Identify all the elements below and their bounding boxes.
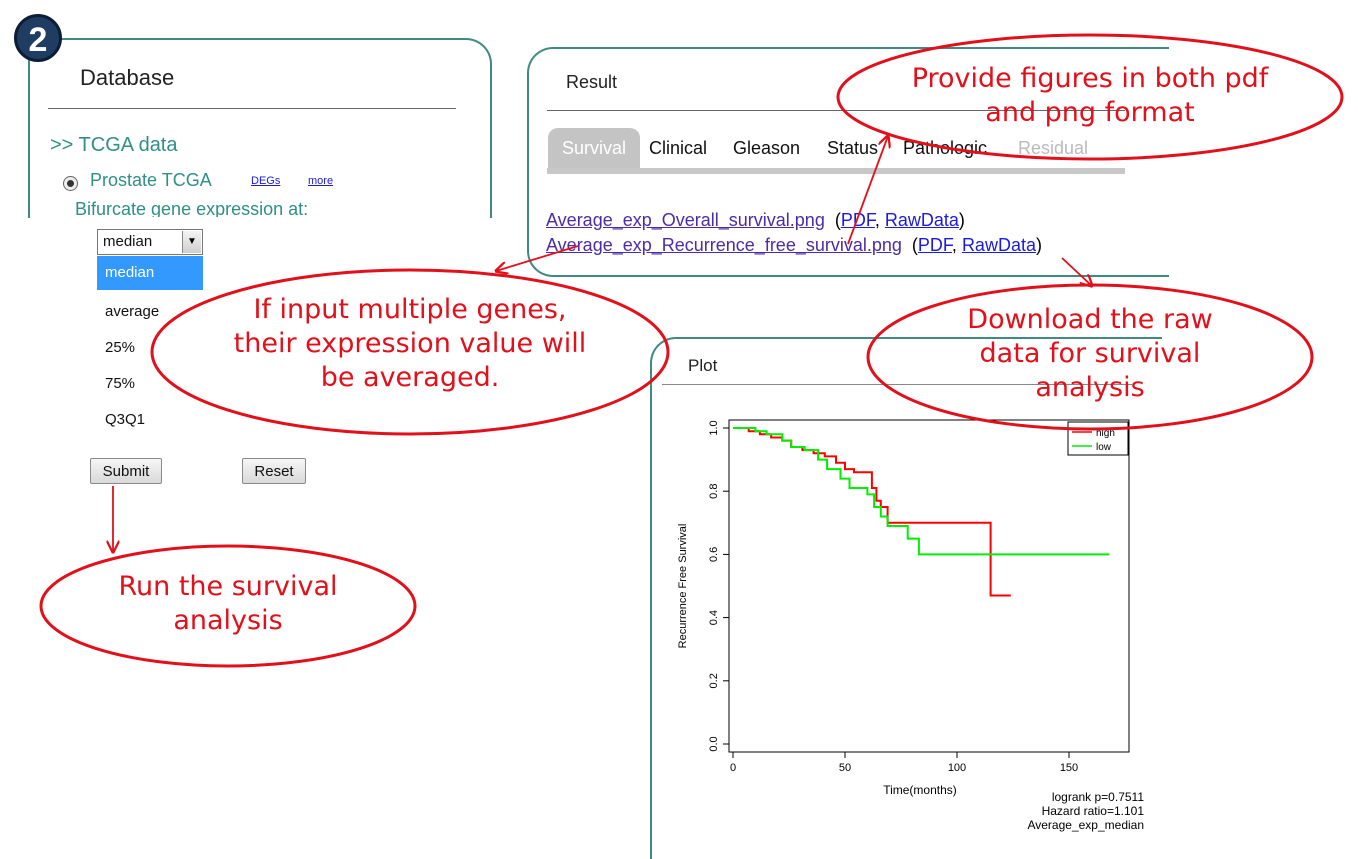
x-tick-label: 150 [1060,762,1078,774]
tab-survival-label: Survival [561,138,627,158]
legend-high-label: high [1096,428,1115,439]
legend: high low [1067,421,1129,456]
submit-button[interactable]: Submit [90,458,162,484]
y-axis-label: Recurrence Free Survival [677,524,689,649]
plot-frame [728,419,1130,753]
y-tick-label: 0.6 [708,547,720,562]
y-tick-label: 0.0 [708,736,720,751]
y-tick-label: 0.4 [708,610,720,625]
tab-clinical[interactable]: Clinical [649,138,708,158]
chevron-down-icon[interactable]: ▼ [182,231,201,253]
bifurcate-label: Bifurcate gene expression at: [75,199,309,217]
dropdown-option-75[interactable]: 75% [105,375,136,392]
file-row-overall: Average_exp_Overall_survival.png (PDF, R… [546,210,965,231]
paren-close: ) [1035,235,1042,255]
y-tick-label: 0.2 [708,673,720,688]
paren-close: ) [958,210,965,230]
database-panel [28,38,492,218]
reset-button[interactable]: Reset [242,458,306,484]
tab-survival[interactable]: Survival [548,128,640,168]
multi-gene-callout-text: If input multiple genes, their expressio… [233,294,587,393]
bifurcate-select-value: median [103,233,153,250]
overall-pdf-link[interactable]: PDF [840,210,875,230]
result-divider [547,110,1125,111]
survival-chart: 0 50 100 150 0.0 0.2 0.4 0.6 0.8 1.0 Recurrence F… [677,419,1145,832]
file-row-recurrence: Average_exp_Recurrence_free_survival.png… [546,235,1042,256]
comma: , [951,235,962,255]
logrank-text: logrank p=0.7511 [1052,790,1145,804]
tcga-data-link[interactable]: >> TCGA data [50,134,178,156]
recurrence-survival-png-link[interactable]: Average_exp_Recurrence_free_survival.png [546,235,902,255]
comma: , [874,210,885,230]
x-tick-label: 100 [948,762,966,774]
database-title: Database [80,65,175,90]
recurrence-rawdata-link[interactable]: RawData [961,235,1036,255]
run-callout-text: Run the survival analysis [118,571,338,636]
result-title: Result [566,72,618,92]
group-label-text: Average_exp_median [1027,818,1144,832]
tab-gleason[interactable]: Gleason [733,138,801,158]
degs-link[interactable]: DEGs [251,175,281,187]
x-axis-label: Time(months) [883,783,957,797]
tab-status[interactable]: Status [827,138,879,158]
tab-bar [547,128,1125,174]
tab-residual[interactable]: Residual [1018,138,1089,158]
overall-survival-png-link[interactable]: Average_exp_Overall_survival.png [546,210,825,230]
recurrence-pdf-link[interactable]: PDF [917,235,952,255]
paren-open: ( [829,210,841,230]
dropdown-option-median[interactable]: median [97,256,203,290]
plot-title: Plot [688,356,718,375]
dropdown-option-average[interactable]: average [105,303,160,320]
hazard-ratio-text: Hazard ratio=1.101 [1042,804,1145,818]
prostate-tcga-label: Prostate TCGA [90,170,212,190]
paren-open: ( [906,235,918,255]
x-tick-label: 50 [839,762,851,774]
database-divider [48,108,456,109]
prostate-radio[interactable] [63,176,78,191]
step-badge: 2 [14,14,62,62]
y-tick-label: 1.0 [708,420,720,435]
series-line-low [733,427,1110,556]
dropdown-option-25[interactable]: 25% [105,339,136,356]
overall-rawdata-link[interactable]: RawData [884,210,959,230]
bifurcate-select[interactable]: median ▼ [97,229,203,255]
y-tick-label: 0.8 [708,484,720,499]
tab-pathologic[interactable]: Pathologic [903,138,988,158]
dropdown-option-q3q1[interactable]: Q3Q1 [105,411,146,428]
raw-data-callout-text: Download the raw data for survival analy… [967,304,1213,403]
legend-low-label: low [1096,442,1112,453]
x-tick-label: 0 [730,762,736,774]
more-link[interactable]: more [308,175,334,187]
series-line-high [733,427,1011,597]
formats-callout-text: Provide figures in both pdf and png form… [911,63,1269,128]
